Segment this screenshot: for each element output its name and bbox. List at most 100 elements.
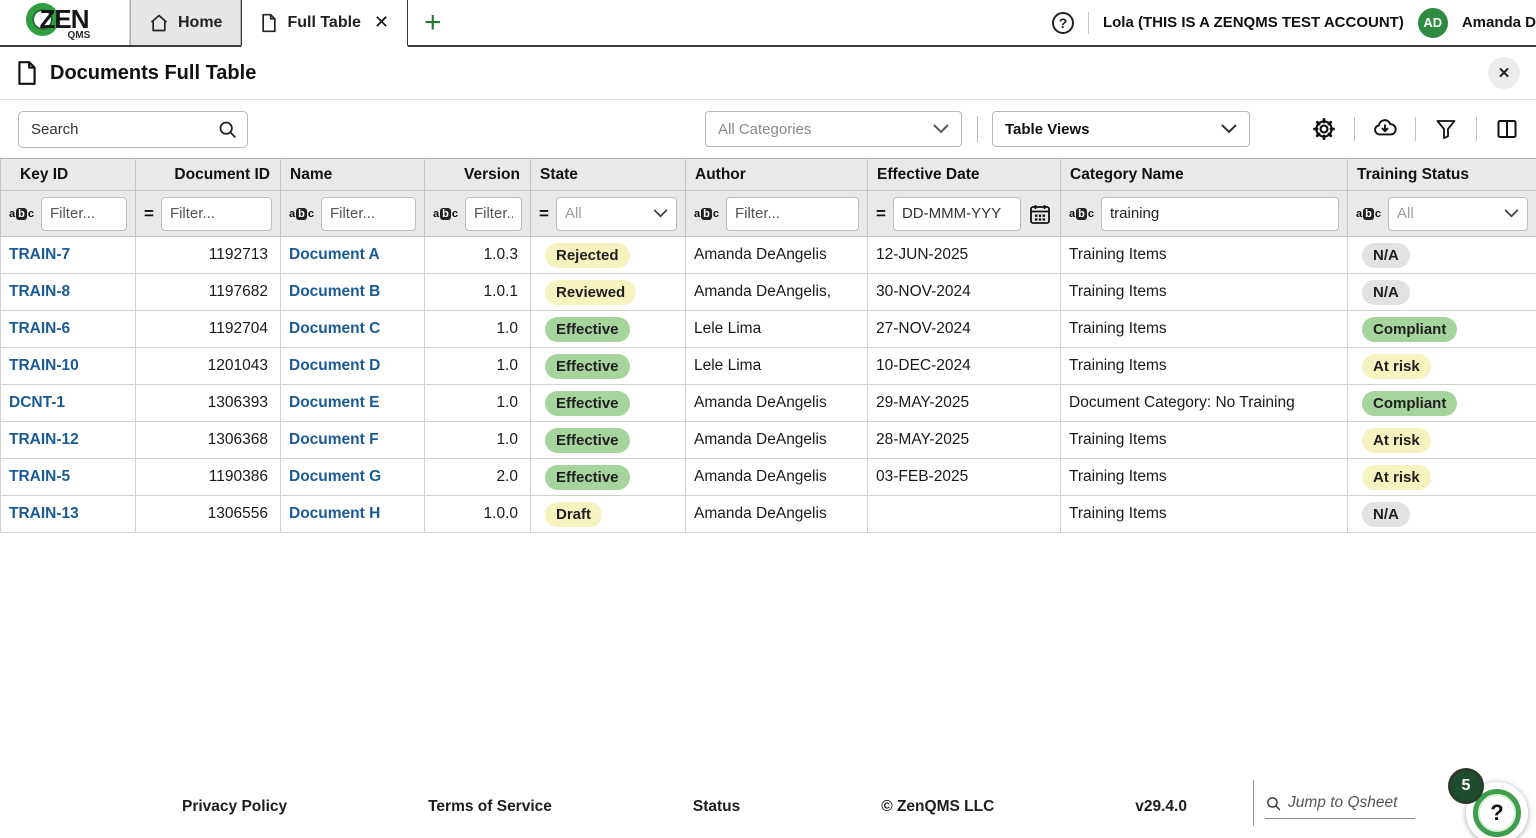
key-id-link[interactable]: TRAIN-13 [9,505,79,522]
column-header[interactable]: Name [281,159,425,191]
privacy-policy-link[interactable]: Privacy Policy [182,798,287,816]
document-name-link[interactable]: Document A [289,246,380,263]
filter-input[interactable] [1101,197,1339,231]
text-filter-type-icon[interactable]: abc [433,208,458,220]
status-link[interactable]: Status [693,798,740,816]
column-header[interactable]: Author [686,159,868,191]
search-icon [1265,795,1282,812]
document-id-cell: 1190386 [136,459,281,496]
filter-funnel-icon[interactable] [1431,114,1461,144]
key-id-link[interactable]: DCNT-1 [9,394,65,411]
document-name-link[interactable]: Document D [289,357,380,374]
version-cell: 1.0.1 [425,274,531,311]
table-row[interactable]: DCNT-11306393Document E1.0EffectiveAmand… [1,385,1536,422]
text-filter-type-icon[interactable]: abc [1356,208,1381,220]
help-circle-icon[interactable]: ? [1052,12,1074,34]
category-name-cell: Training Items [1061,237,1348,274]
column-header[interactable]: Key ID [1,159,136,191]
text-filter-type-icon[interactable]: abc [9,208,34,220]
help-widget-button[interactable]: 5 ? [1466,782,1528,838]
table-row[interactable]: TRAIN-131306556Document H1.0.0DraftAmand… [1,496,1536,533]
table-row[interactable]: TRAIN-61192704Document C1.0EffectiveLele… [1,311,1536,348]
filter-cell: = All [531,191,686,237]
table-cell: At risk [1348,348,1536,385]
key-id-link[interactable]: TRAIN-6 [9,320,70,337]
calendar-icon[interactable] [1028,202,1052,226]
chevron-down-icon [1504,209,1519,218]
document-icon [260,13,278,33]
version-cell: 1.0.3 [425,237,531,274]
divider [1354,117,1355,141]
add-tab-button[interactable]: + [408,0,458,45]
categories-dropdown[interactable]: All Categories [705,111,962,147]
column-header[interactable]: State [531,159,686,191]
key-id-link[interactable]: TRAIN-7 [9,246,70,263]
table-row[interactable]: TRAIN-121306368Document F1.0EffectiveAma… [1,422,1536,459]
training-status-badge: Compliant [1362,317,1457,342]
table-row[interactable]: TRAIN-81197682Document B1.0.1ReviewedAma… [1,274,1536,311]
user-avatar[interactable]: AD [1418,8,1448,38]
equals-filter-type-icon[interactable]: = [539,204,549,224]
terms-of-service-link[interactable]: Terms of Service [428,798,552,816]
column-header[interactable]: Category Name [1061,159,1348,191]
key-id-link[interactable]: TRAIN-10 [9,357,79,374]
equals-filter-type-icon[interactable]: = [876,204,886,224]
author-cell: Amanda DeAngelis [686,385,868,422]
tab-home[interactable]: Home [130,0,241,45]
document-id-cell: 1306556 [136,496,281,533]
table-cell: Document A [281,237,425,274]
filter-select[interactable]: All [556,197,677,231]
effective-date-cell: 03-FEB-2025 [868,459,1061,496]
filter-select[interactable]: All [1388,197,1528,231]
table-row[interactable]: TRAIN-51190386Document G2.0EffectiveAman… [1,459,1536,496]
documents-table: Key IDDocument IDNameVersionStateAuthorE… [0,158,1536,533]
document-id-cell: 1201043 [136,348,281,385]
column-header[interactable]: Effective Date [868,159,1061,191]
filter-input[interactable] [321,197,416,231]
column-header[interactable]: Document ID [136,159,281,191]
table-cell: TRAIN-8 [1,274,136,311]
column-header[interactable]: Training Status [1348,159,1536,191]
table-cell: Reviewed [531,274,686,311]
document-name-link[interactable]: Document C [289,320,380,337]
table-row[interactable]: TRAIN-71192713Document A1.0.3RejectedAma… [1,237,1536,274]
jump-to-qsheet-input[interactable] [1288,794,1410,812]
filter-input[interactable] [465,197,522,231]
tab-close-icon[interactable]: ✕ [374,12,389,33]
training-status-badge: N/A [1362,502,1410,527]
table-views-dropdown[interactable]: Table Views [992,111,1250,147]
equals-filter-type-icon[interactable]: = [144,204,154,224]
home-icon [149,13,169,33]
table-row[interactable]: TRAIN-101201043Document D1.0EffectiveLel… [1,348,1536,385]
document-name-link[interactable]: Document G [289,468,381,485]
key-id-link[interactable]: TRAIN-12 [9,431,79,448]
filter-input[interactable] [893,197,1021,231]
table-cell: DCNT-1 [1,385,136,422]
divider [1253,780,1254,826]
page-close-button[interactable]: ✕ [1488,57,1520,89]
column-header-row: Key IDDocument IDNameVersionStateAuthorE… [1,159,1536,191]
zenqms-logo[interactable]: ZEN QMS [0,0,130,45]
table-cell: Document H [281,496,425,533]
text-filter-type-icon[interactable]: abc [1069,208,1094,220]
table-views-dropdown-value: Table Views [1005,121,1090,138]
document-name-link[interactable]: Document E [289,394,379,411]
filter-input[interactable] [726,197,859,231]
document-name-link[interactable]: Document B [289,283,380,300]
document-name-link[interactable]: Document F [289,431,379,448]
search-input[interactable] [18,111,248,148]
download-cloud-icon[interactable] [1370,114,1400,144]
key-id-link[interactable]: TRAIN-5 [9,468,70,485]
column-header[interactable]: Version [425,159,531,191]
document-name-link[interactable]: Document H [289,505,380,522]
columns-layout-icon[interactable] [1492,114,1522,144]
author-cell: Lele Lima [686,311,868,348]
text-filter-type-icon[interactable]: abc [289,208,314,220]
filter-input[interactable] [41,197,127,231]
key-id-link[interactable]: TRAIN-8 [9,283,70,300]
settings-gear-icon[interactable] [1309,114,1339,144]
text-filter-type-icon[interactable]: abc [694,208,719,220]
filter-input[interactable] [161,197,272,231]
table-cell: TRAIN-7 [1,237,136,274]
tab-full-table[interactable]: Full Table ✕ [241,0,408,47]
